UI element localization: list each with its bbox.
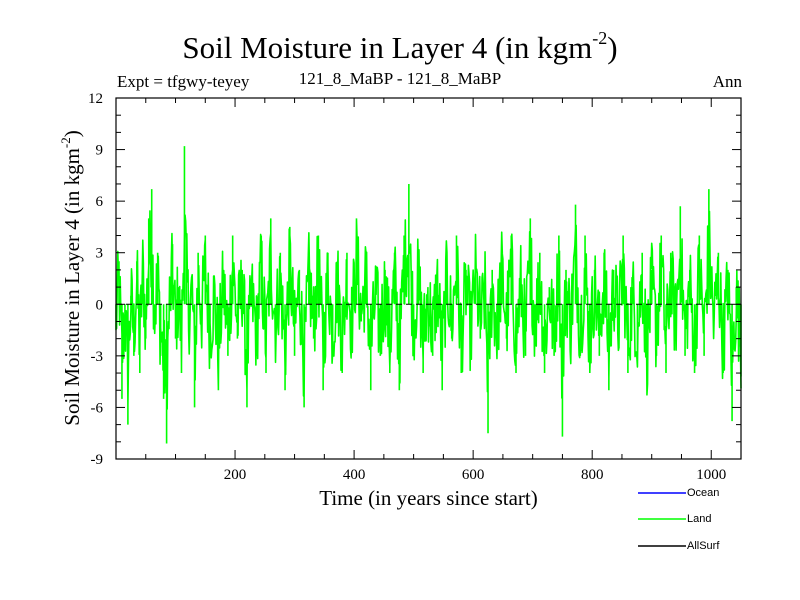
y-tick-label: 12: [88, 91, 103, 107]
legend-label-ocean: Ocean: [687, 487, 720, 499]
y-tick-label: 9: [96, 143, 104, 159]
x-tick-label: 200: [224, 467, 247, 483]
y-tick-label: -3: [91, 349, 104, 365]
y-tick-label: 0: [96, 297, 104, 313]
x-tick-label: 800: [581, 467, 604, 483]
y-tick-label: -6: [91, 400, 104, 416]
y-tick-label: -9: [91, 452, 104, 468]
legend-label-land: Land: [687, 513, 712, 525]
x-tick-label: 600: [462, 467, 485, 483]
plot-frame: [115, 97, 742, 460]
subtitle-experiment: Expt = tfgwy-teyey: [117, 72, 250, 91]
subtitle-season: Ann: [712, 72, 742, 91]
y-tick-label: 3: [96, 246, 104, 262]
y-tick-label: 6: [96, 194, 104, 210]
x-tick-label: 1000: [696, 467, 726, 483]
x-tick-label: 400: [343, 467, 366, 483]
y-axis-label: Soil Moisture in Layer 4 (in kgm-2): [58, 130, 84, 425]
x-axis-label: Time (in years since start): [319, 486, 538, 510]
legend-label-allsurf: AllSurf: [687, 540, 720, 552]
subtitle-period: 121_8_MaBP - 121_8_MaBP: [298, 69, 502, 88]
land-series-line: [115, 146, 742, 444]
chart-title: Soil Moisture in Layer 4 (in kgm-2): [182, 28, 618, 65]
